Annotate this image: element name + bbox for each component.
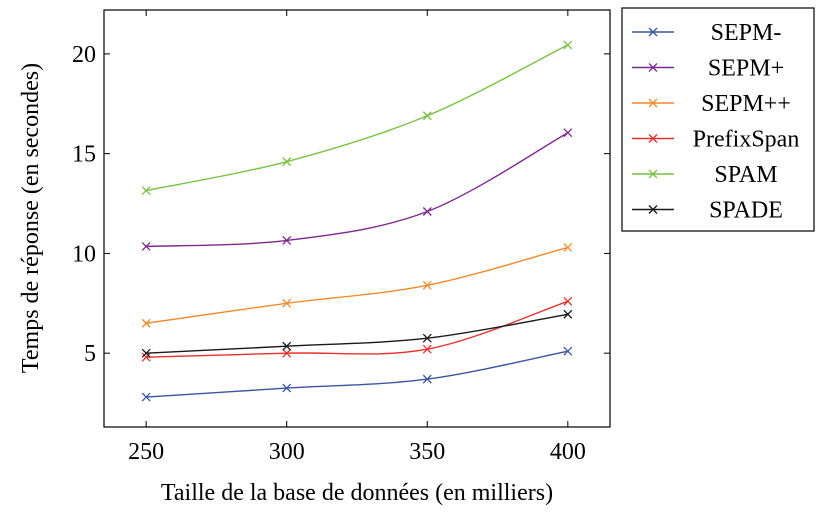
legend-label: SPADE: [709, 198, 783, 224]
data-point-stroke: [141, 352, 151, 362]
legend-label: PrefixSpan: [693, 127, 800, 153]
legend: SEPM- SEPM+ SEPM++ PrefixSpan SPAM SPADE: [621, 7, 815, 232]
legend-label: SEPM-: [711, 20, 782, 46]
y-tick-label: 5: [84, 341, 96, 367]
plot-frame: [103, 9, 611, 428]
data-point: [141, 241, 151, 251]
data-point: [563, 309, 573, 319]
series-line-0: [146, 350, 568, 398]
data-point-stroke: [563, 296, 573, 306]
legend-marker-stroke: [648, 98, 658, 108]
legend-marker: [648, 205, 658, 214]
legend-marker-stroke: [648, 63, 658, 72]
data-point: [282, 235, 292, 245]
data-point: [422, 280, 432, 290]
legend-label: SEPM+: [708, 56, 784, 82]
data-point: [422, 207, 432, 216]
data-point-stroke: [422, 207, 432, 216]
data-point: [563, 40, 573, 50]
legend-marker-stroke: [648, 134, 658, 143]
data-point: [141, 352, 151, 362]
legend-marker: [648, 98, 658, 108]
data-point-stroke: [422, 333, 432, 343]
data-point: [422, 333, 432, 343]
data-point: [282, 341, 292, 351]
series-line-3: [146, 300, 569, 358]
data-point: [141, 318, 151, 328]
data-point: [563, 346, 573, 356]
data-point: [422, 111, 432, 121]
x-axis-label: Taille de la base de données (en millier…: [161, 480, 553, 506]
data-point-stroke: [282, 348, 292, 358]
data-point: [282, 298, 292, 308]
legend-marker: [648, 169, 658, 179]
series-line-4: [146, 44, 569, 192]
data-point-stroke: [563, 346, 573, 356]
data-point-stroke: [422, 344, 432, 354]
data-point-stroke: [282, 383, 292, 393]
y-tick-label: 15: [72, 142, 96, 168]
legend-label: SPAM: [714, 162, 777, 188]
data-point: [282, 348, 292, 358]
data-point: [141, 186, 151, 196]
data-point: [282, 383, 292, 393]
data-point-stroke: [563, 40, 573, 50]
data-point-stroke: [141, 348, 151, 358]
legend-marker: [648, 27, 658, 37]
legend-box: [621, 7, 815, 232]
data-point: [422, 374, 432, 384]
data-point: [563, 128, 573, 138]
series-line-1: [146, 132, 569, 248]
data-point-stroke: [141, 186, 151, 196]
data-point-stroke: [563, 242, 573, 252]
plot-area: [141, 40, 573, 402]
data-point-stroke: [422, 280, 432, 290]
data-point-stroke: [141, 318, 151, 328]
x-tick-label: 350: [409, 439, 445, 465]
legend-marker: [648, 63, 658, 72]
data-point-stroke: [141, 392, 151, 402]
data-point: [563, 242, 573, 252]
y-tick-label: 20: [72, 42, 96, 68]
data-point-stroke: [422, 374, 432, 384]
data-point: [422, 344, 432, 354]
data-point-stroke: [282, 235, 292, 245]
legend-marker-stroke: [648, 169, 658, 179]
legend-marker-stroke: [648, 205, 658, 214]
y-axis-label: Temps de réponse (en secondes): [18, 63, 44, 373]
data-point-stroke: [563, 309, 573, 319]
legend-marker-stroke: [648, 27, 658, 37]
data-point-stroke: [422, 111, 432, 121]
data-point: [282, 157, 292, 167]
x-tick-label: 250: [128, 439, 164, 465]
legend-label: SEPM++: [701, 91, 791, 117]
data-point-stroke: [282, 298, 292, 308]
legend-marker: [648, 134, 658, 143]
data-point: [141, 392, 151, 402]
data-point: [141, 348, 151, 358]
x-tick-label: 300: [269, 439, 305, 465]
x-tick-label: 400: [550, 439, 586, 465]
data-point-stroke: [141, 241, 151, 251]
series-line-5: [146, 313, 568, 354]
series-line-2: [146, 246, 569, 324]
data-point: [563, 296, 573, 306]
data-point-stroke: [563, 128, 573, 138]
axes: 250 300 350 400 5 10 15 20: [72, 9, 611, 465]
y-tick-label: 10: [72, 241, 96, 267]
data-point-stroke: [282, 157, 292, 167]
data-point-stroke: [282, 341, 292, 351]
